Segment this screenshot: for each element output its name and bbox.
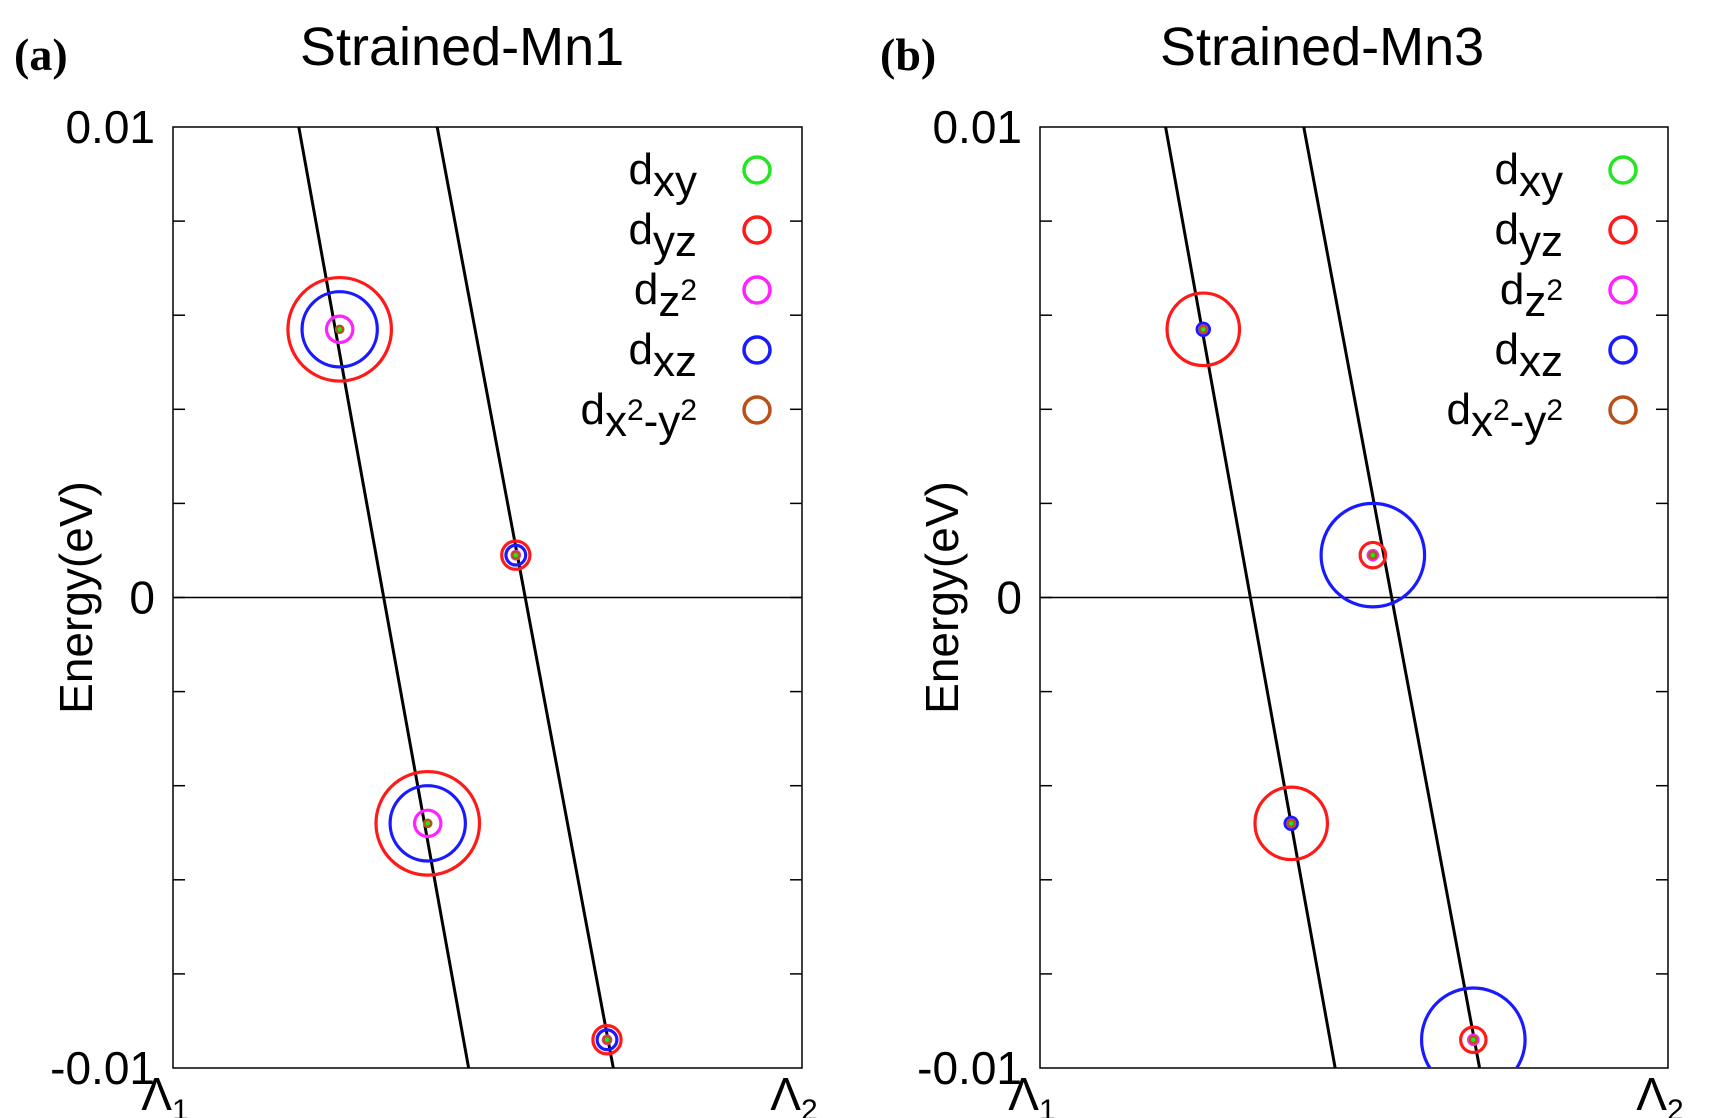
band-line-band-1 xyxy=(297,127,471,1068)
weight-circle-dxz xyxy=(1419,986,1527,1068)
legend-label-dz2: dz2 xyxy=(1500,265,1563,326)
legend-label-dxz: dxz xyxy=(1495,325,1563,386)
weight-circle-dxz xyxy=(300,290,379,369)
legend-label-dxy: dxy xyxy=(629,145,697,206)
y-axis-label: Energy(eV) xyxy=(50,481,102,714)
x-tick-label: Λ2 xyxy=(1636,1068,1683,1118)
weight-circle-dz2 xyxy=(324,314,355,345)
legend-marker-dxz xyxy=(742,335,772,365)
legend-marker-dxy xyxy=(1608,155,1638,185)
y-tick-label: 0 xyxy=(996,572,1022,624)
weight-circle-dyz xyxy=(1358,540,1388,570)
legend-label-dx2y2: dx2-y2 xyxy=(580,385,697,446)
band-line-band-2 xyxy=(1302,127,1482,1068)
weight-circle-dyz xyxy=(286,275,394,383)
panel-label: (a) xyxy=(14,29,68,80)
weight-circle-dz2 xyxy=(412,808,443,839)
weight-circle-dxz xyxy=(504,543,528,567)
panel-title: Strained-Mn3 xyxy=(1160,17,1484,77)
weight-circle-dx2y2 xyxy=(1198,324,1209,335)
y-tick-label: -0.01 xyxy=(50,1042,155,1094)
legend-label-dxz: dxz xyxy=(629,325,697,386)
weight-circle-dx2y2 xyxy=(1286,818,1296,829)
weight-circle-dyz xyxy=(1459,1025,1488,1055)
band-line-band-1 xyxy=(1164,127,1337,1068)
legend-marker-dx2y2 xyxy=(1608,395,1638,425)
weight-circle-dxz xyxy=(1195,321,1211,338)
y-tick-label: 0.01 xyxy=(65,101,155,153)
x-tick-label: Λ1 xyxy=(1008,1068,1055,1118)
legend-label-dyz: dyz xyxy=(1495,205,1563,266)
legend-marker-dz2 xyxy=(1608,275,1638,305)
legend-marker-dxz xyxy=(1608,335,1638,365)
weight-circle-dx2y2 xyxy=(1468,1035,1479,1045)
weight-circle-dxz xyxy=(388,784,467,863)
x-tick-label: Λ1 xyxy=(141,1068,188,1118)
legend-marker-dyz xyxy=(742,215,772,245)
panel-label: (b) xyxy=(880,29,936,80)
band-line-band-2 xyxy=(435,127,615,1068)
legend-label-dx2y2: dx2-y2 xyxy=(1446,385,1563,446)
legend-marker-dz2 xyxy=(742,275,772,305)
plot-area xyxy=(1164,127,1527,1068)
legend-marker-dxy xyxy=(742,155,772,185)
legend-label-dz2: dz2 xyxy=(634,265,697,326)
weight-circle-dx2y2 xyxy=(334,324,345,335)
weight-circle-dxz xyxy=(1283,815,1299,832)
weight-circle-dyz xyxy=(591,1024,623,1056)
panel-title: Strained-Mn1 xyxy=(300,17,624,77)
y-tick-label: 0.01 xyxy=(932,101,1022,153)
weight-circle-dxz xyxy=(1319,501,1427,609)
weight-circle-dyz xyxy=(1253,785,1330,862)
plot-area xyxy=(286,127,623,1068)
legend-marker-dyz xyxy=(1608,215,1638,245)
weight-circle-dx2y2 xyxy=(422,818,433,829)
y-tick-label: 0 xyxy=(129,572,155,624)
weight-circle-dyz xyxy=(374,769,482,877)
y-tick-label: -0.01 xyxy=(917,1042,1022,1094)
weight-circle-dx2y2 xyxy=(511,550,521,560)
weight-circle-dx2y2 xyxy=(1368,550,1378,560)
weight-circle-dyz xyxy=(1165,291,1242,368)
weight-circle-dx2y2 xyxy=(602,1035,612,1045)
x-tick-label: Λ2 xyxy=(770,1068,817,1118)
weight-circle-dyz xyxy=(500,539,532,571)
legend-label-dyz: dyz xyxy=(629,205,697,266)
weight-circle-dxz xyxy=(595,1028,619,1052)
legend-marker-dx2y2 xyxy=(742,395,772,425)
legend-label-dxy: dxy xyxy=(1495,145,1563,206)
y-axis-label: Energy(eV) xyxy=(916,481,968,714)
